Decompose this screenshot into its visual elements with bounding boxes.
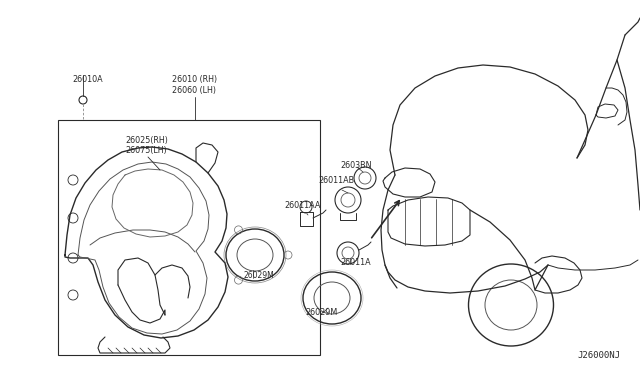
Text: 26060 (LH): 26060 (LH) bbox=[172, 86, 216, 95]
Text: 2603BN: 2603BN bbox=[340, 161, 371, 170]
Text: 26010A: 26010A bbox=[72, 75, 102, 84]
Bar bbox=[58, 120, 320, 355]
Text: J26000NJ: J26000NJ bbox=[577, 351, 620, 360]
Text: 26010 (RH): 26010 (RH) bbox=[172, 75, 217, 84]
Text: 26025(RH): 26025(RH) bbox=[125, 136, 168, 145]
Text: 26011A: 26011A bbox=[340, 258, 371, 267]
Text: 26075(LH): 26075(LH) bbox=[125, 146, 167, 155]
Text: 26011AA: 26011AA bbox=[284, 201, 321, 210]
Text: 26029M: 26029M bbox=[243, 271, 274, 280]
Text: 26011AB: 26011AB bbox=[318, 176, 354, 185]
Text: 26029M: 26029M bbox=[305, 308, 337, 317]
